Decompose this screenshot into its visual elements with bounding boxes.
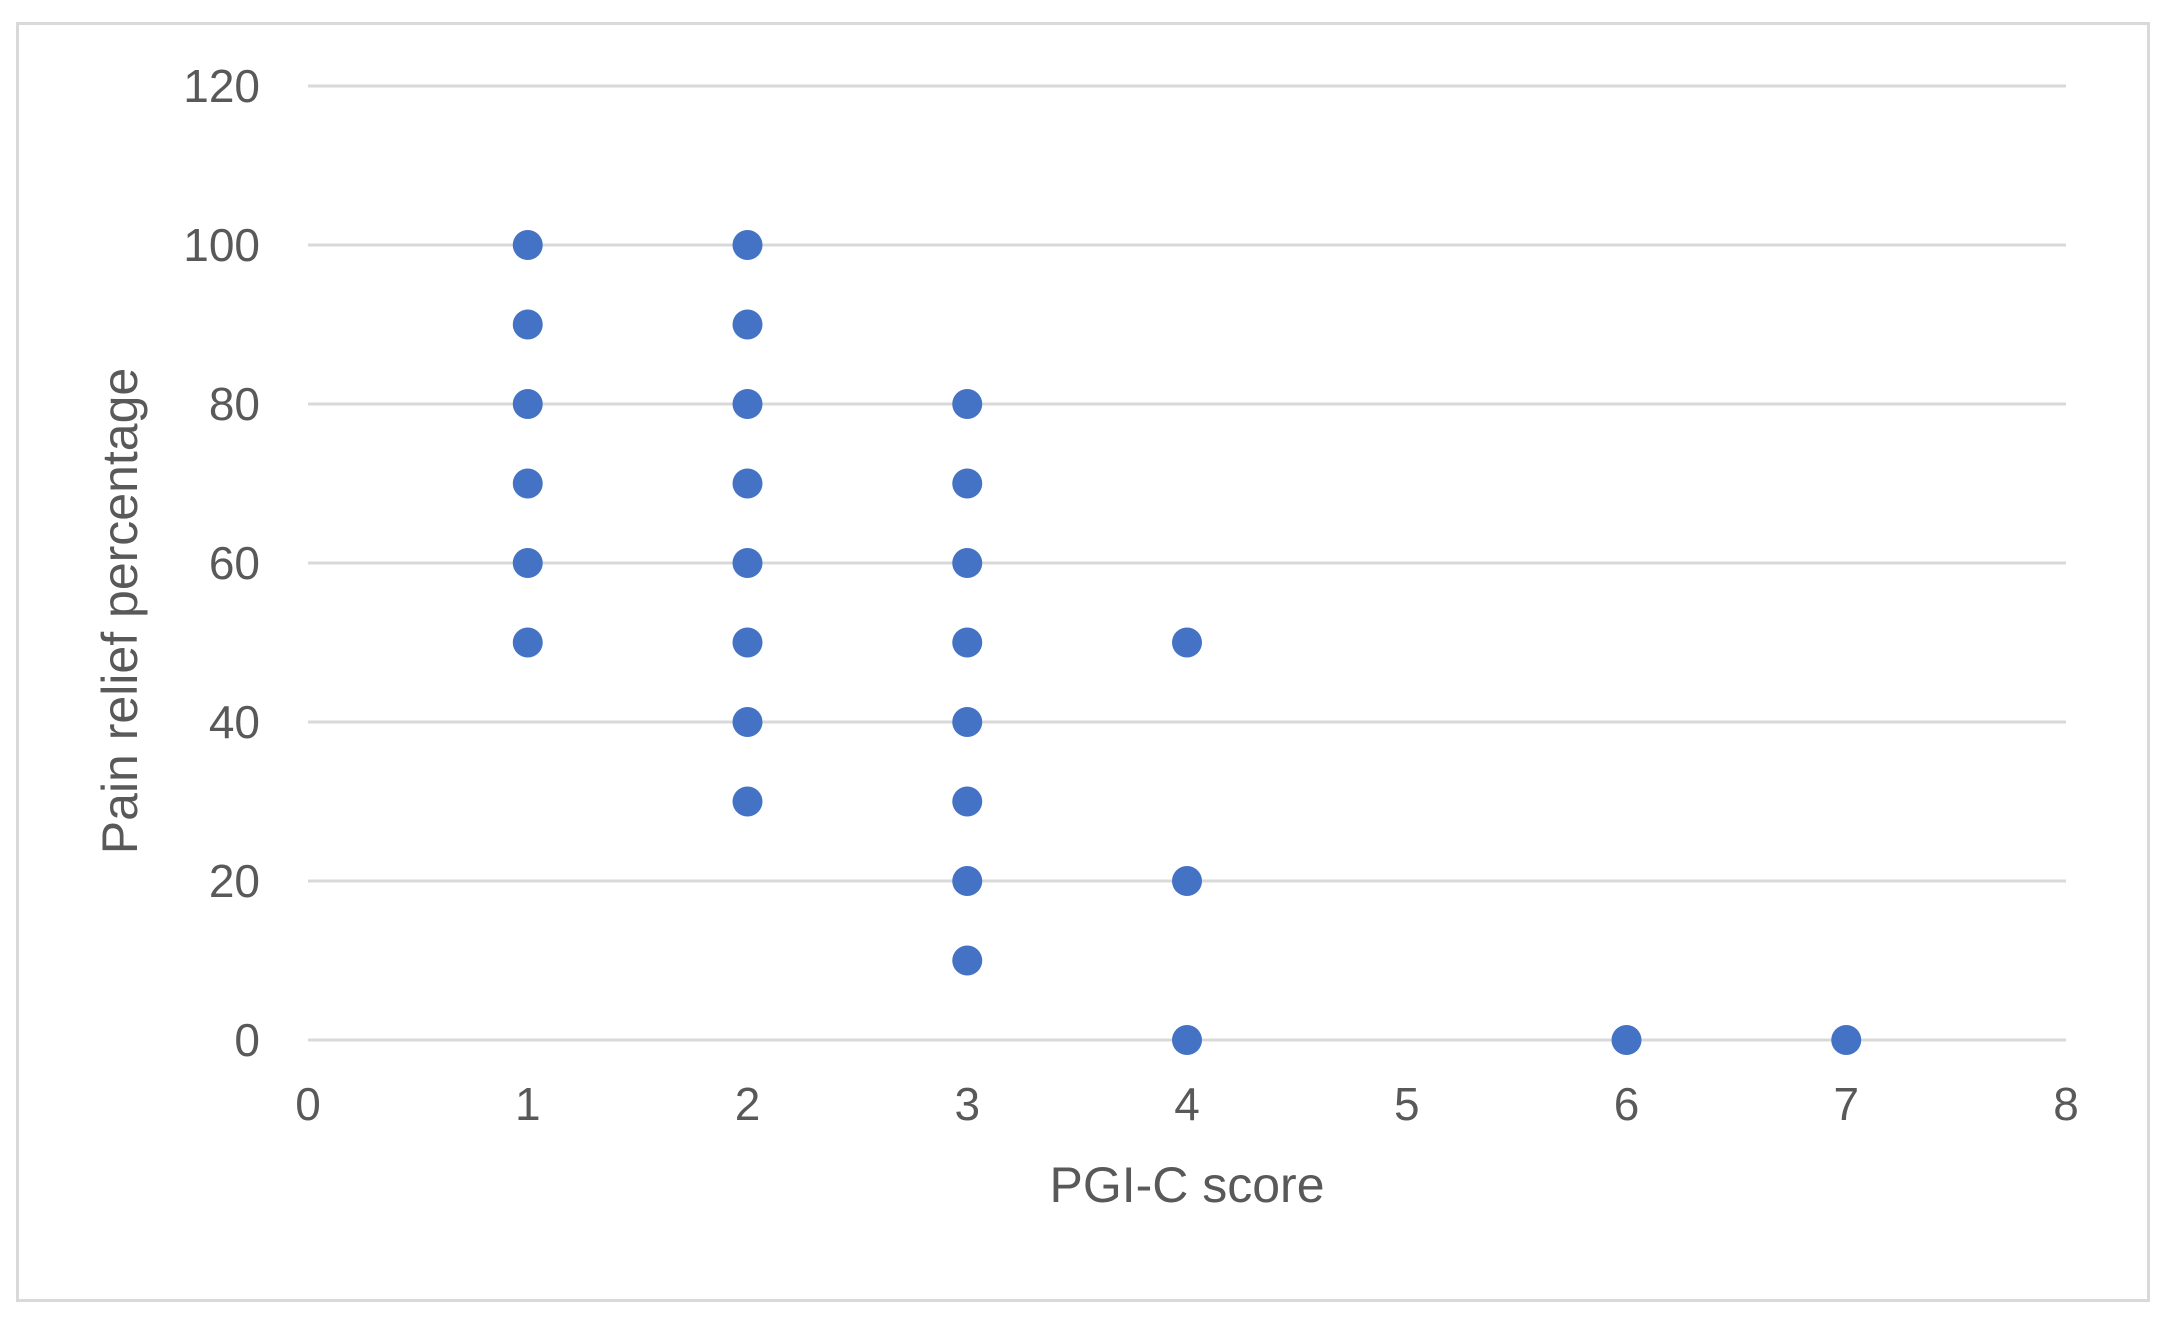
data-point (952, 945, 983, 976)
data-point (952, 389, 983, 419)
data-point (952, 866, 983, 896)
x-tick-label: 6 (1614, 1078, 1640, 1130)
data-point (512, 468, 543, 499)
data-point (732, 627, 763, 658)
data-point (952, 468, 983, 499)
data-point (512, 548, 543, 578)
data-point (732, 707, 763, 737)
data-point (1172, 627, 1202, 658)
data-point (732, 309, 763, 340)
data-point (512, 230, 543, 260)
x-tick-label: 4 (1174, 1078, 1200, 1130)
x-axis-title: PGI-C score (1049, 1157, 1324, 1213)
data-point (732, 389, 763, 419)
x-tick-label: 2 (735, 1078, 761, 1130)
x-tick-label: 3 (954, 1078, 980, 1130)
data-point (512, 627, 543, 658)
x-tick-label: 7 (1833, 1078, 1859, 1130)
y-axis-ticks: 0 20 40 60 80 100 120 (183, 60, 260, 1066)
data-point (952, 548, 983, 578)
data-points (512, 230, 1862, 1055)
y-tick-label: 0 (234, 1014, 260, 1066)
data-point (732, 230, 763, 260)
x-tick-label: 1 (515, 1078, 541, 1130)
data-point (1172, 1025, 1202, 1055)
data-point (732, 548, 763, 578)
data-point (1831, 1025, 1862, 1055)
data-point (952, 786, 983, 817)
data-point (1611, 1025, 1642, 1055)
gridlines (308, 84, 2066, 1042)
data-point (1172, 866, 1202, 896)
data-point (952, 707, 983, 737)
x-axis-ticks: 0 1 2 3 4 5 6 7 8 (295, 1078, 2079, 1130)
y-tick-label: 40 (209, 696, 260, 748)
y-tick-label: 20 (209, 855, 260, 907)
x-tick-label: 0 (295, 1078, 321, 1130)
data-point (952, 627, 983, 658)
y-tick-label: 60 (209, 537, 260, 589)
data-point (512, 309, 543, 340)
y-tick-label: 120 (183, 60, 260, 112)
data-point (732, 468, 763, 499)
y-axis-title: Pain relief percentage (92, 368, 148, 854)
y-tick-label: 80 (209, 378, 260, 430)
x-tick-label: 8 (2053, 1078, 2079, 1130)
data-point (732, 786, 763, 817)
x-tick-label: 5 (1394, 1078, 1420, 1130)
data-point (512, 389, 543, 419)
y-tick-label: 100 (183, 219, 260, 271)
chart-frame (16, 22, 2150, 1302)
